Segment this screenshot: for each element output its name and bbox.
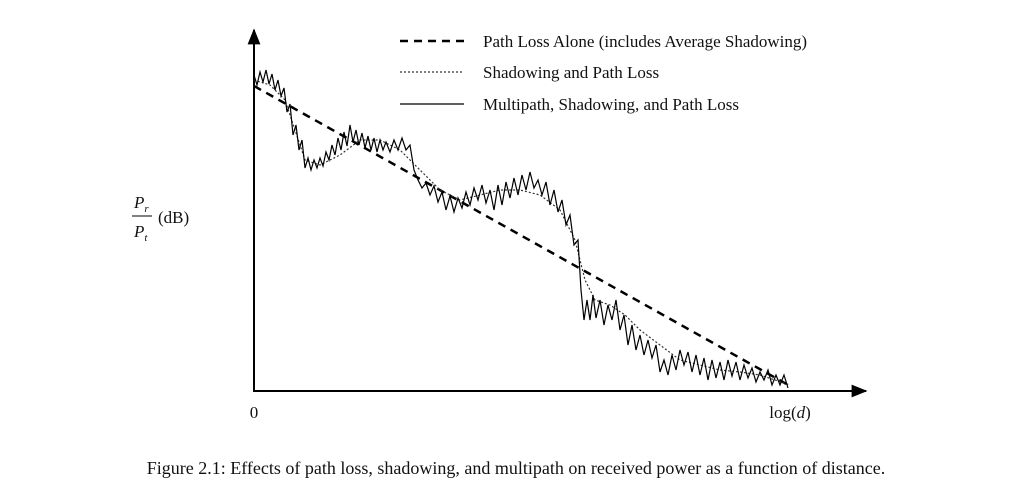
numerator: Pr [133, 193, 149, 215]
legend-label: Path Loss Alone (includes Average Shadow… [483, 32, 807, 51]
x-origin: 0 [250, 403, 259, 422]
legend-label: Shadowing and Path Loss [483, 63, 659, 82]
y-label: Pr Pt (dB) [132, 193, 189, 244]
caption: Figure 2.1: Effects of path loss, shadow… [147, 458, 885, 478]
x-label: log(d) [769, 403, 811, 422]
multipath-curve [253, 69, 789, 389]
shadowing-curve [253, 79, 791, 386]
legend-label: Multipath, Shadowing, and Path Loss [483, 95, 739, 114]
unit: (dB) [158, 208, 189, 227]
path-loss-line [253, 84, 791, 388]
denominator: Pt [133, 222, 148, 244]
